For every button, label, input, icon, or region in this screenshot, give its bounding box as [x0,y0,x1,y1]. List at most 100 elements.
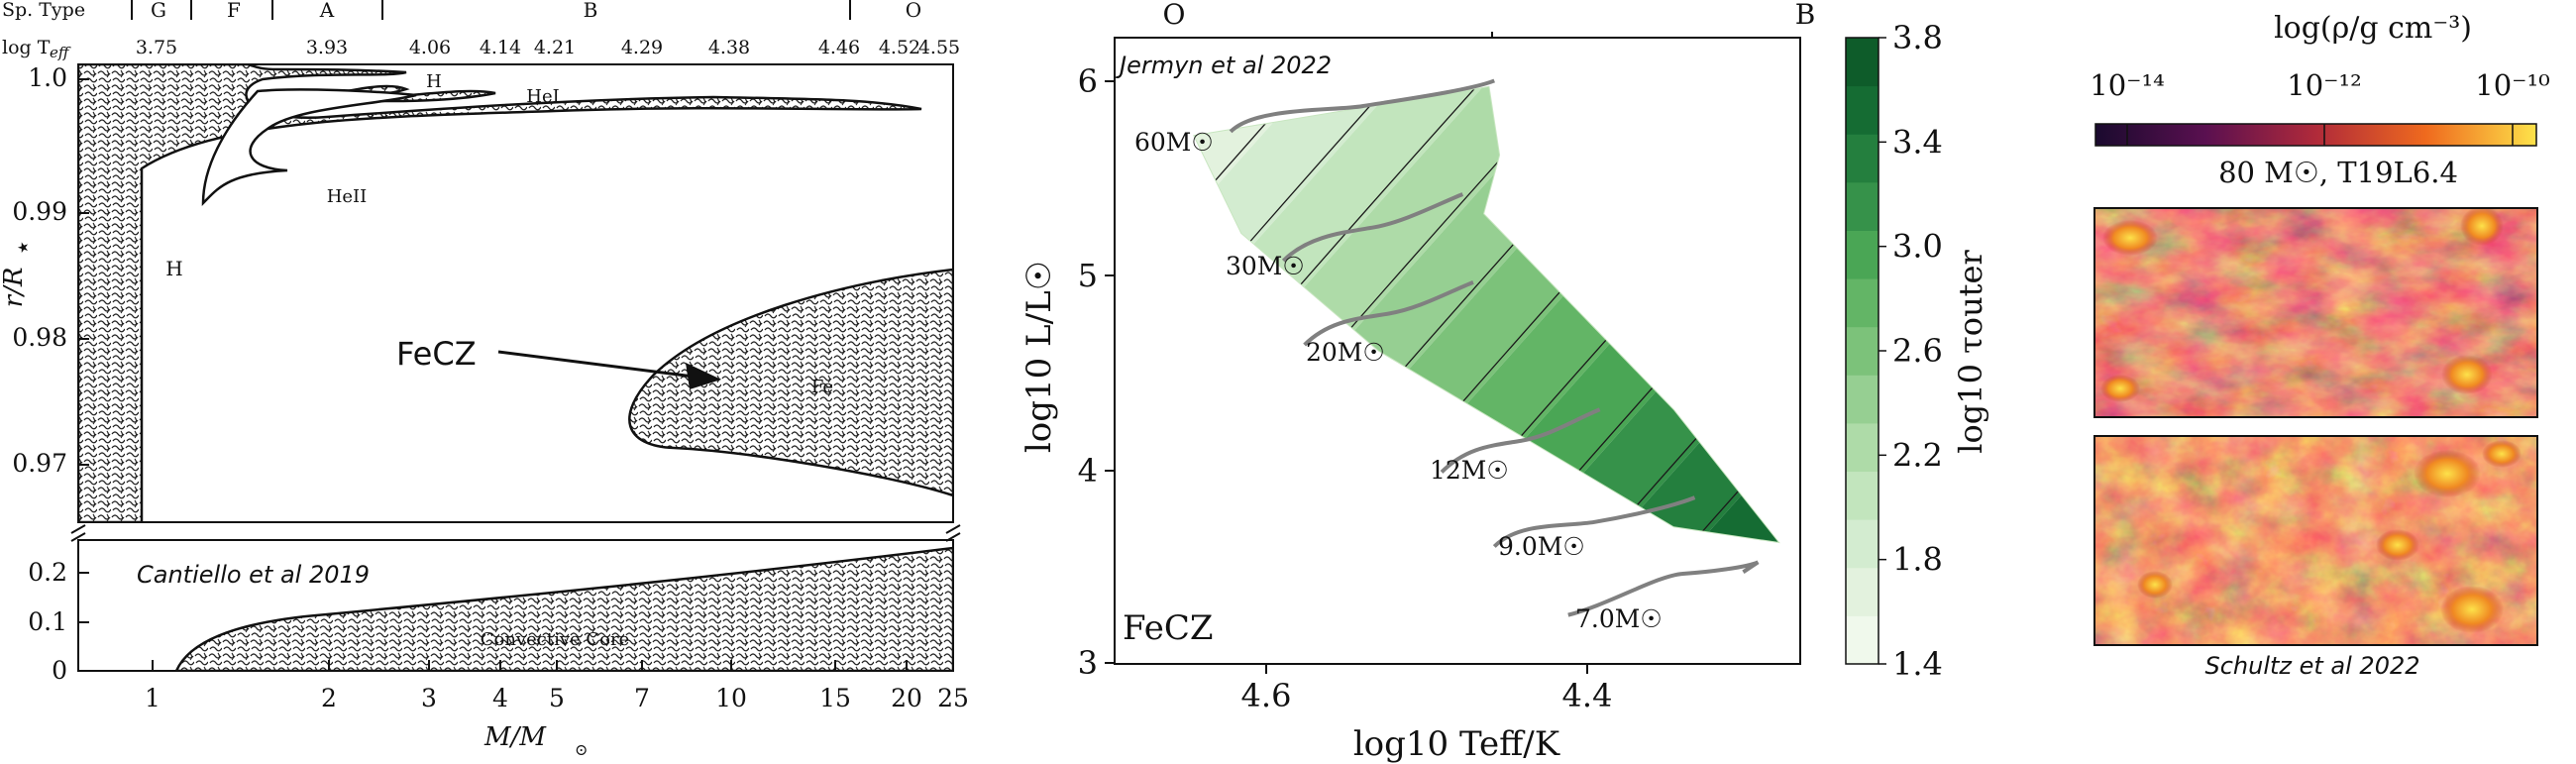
sptype-O: O [906,0,921,22]
credit-cantiello: Cantiello et al 2019 [137,561,370,589]
panel-middle: O B Jermyn et al 2022 FeCZ 60M☉ 30M☉ 20M… [1020,0,1989,764]
track-labels: 60M☉ 30M☉ 20M☉ 12M☉ 9.0M☉ 7.0M☉ [1134,128,1663,633]
logteff-label-main: log T [2,37,51,58]
tau-colorbar-label: log10 τouter [1952,250,1989,454]
y-tick-0.2: 0.2 [28,558,67,587]
colorbar-swatch [1846,375,1878,424]
tau-contour [1366,144,1779,543]
colorbar-swatch [1846,181,1878,231]
hot-blob [2102,220,2158,256]
y-tick-1.0: 1.0 [28,63,67,92]
evolution-track [1567,560,1760,617]
snapshot-bottom-frame [2093,435,2538,646]
colorbar-tick-label: 3.8 [1892,19,1943,56]
panel-right: log(ρ/g cm⁻³) 10⁻¹⁴ 10⁻¹² 10⁻¹⁰ 80 M☉, T… [2090,11,2549,680]
evolution-track [1492,495,1696,548]
colorbar-swatch [1846,230,1878,279]
tau-band [1193,86,1779,543]
x-tick: 3 [421,684,437,712]
tau-band [1193,86,1779,543]
corner-label-fecz: FeCZ [1123,608,1214,648]
label-h-left: H [165,257,182,280]
x-tick: 25 [937,684,969,712]
sptype-axis-label: Sp. Type [2,0,85,21]
colorbar-tick-label: 1.8 [1892,541,1943,579]
label-fecz-callout: FeCZ [396,335,477,373]
zone-core [174,546,953,671]
density-colorbar [2094,123,2537,147]
label-heii: HeII [327,186,368,207]
label-core: Convective Core [481,629,630,650]
sptype-G: G [151,0,166,22]
x-tick: 2 [321,684,337,712]
logteff-tick: 4.14 [480,37,521,58]
hot-blob [2414,450,2481,497]
ylabel-main: r/R [0,268,29,308]
hr-y-tick: 4 [1078,452,1098,490]
colorbar-swatch [1846,615,1878,665]
logteff-label-sub: eff [50,44,71,61]
y-tick-0.98: 0.98 [12,323,67,352]
density-cb-tick: 10⁻¹⁴ [2090,68,2164,102]
axis-break-marks [70,524,961,542]
xlabel-sub: ⊙ [575,740,588,759]
panel-left: Sp. Type log T eff G F A B O 3.75 3.93 4… [0,0,969,759]
upper-convective-zones [78,64,953,522]
density-snapshot-top [2093,206,2538,418]
tau-contour [1317,100,1779,543]
y-axis-label: r/R ★ [0,241,32,307]
hot-blob [2482,440,2522,468]
density-cb-tick: 10⁻¹⁰ [2475,68,2549,102]
logteff-tick: 3.75 [136,37,177,58]
logteff-axis-label: log T eff [2,37,71,61]
hr-xlabel: log10 Teff/K [1353,724,1560,764]
colorbar-swatch [1846,471,1878,520]
x-tick: 4 [492,684,508,712]
credit-jermyn: Jermyn et al 2022 [1116,52,1332,79]
hr-y-ticks: 3 [1078,80,1115,682]
x-tick: 20 [891,684,922,712]
x-axis-label: M/M ⊙ [483,722,588,759]
lower-y-ticks: 0 0.1 0.2 [28,558,89,685]
hot-blob [2440,586,2504,633]
top-label-O: O [1163,0,1186,31]
density-cb-tick: 10⁻¹² [2287,68,2361,102]
y-tick-0.97: 0.97 [12,449,67,478]
hr-x-ticks: 4.6 4.4 [1241,664,1612,714]
x-tick: 15 [819,684,851,712]
fecz-arrow [497,350,721,389]
hot-blob [2376,529,2419,561]
logteff-tick: 3.93 [306,37,348,58]
snapshot-top-frame [2093,207,2538,418]
x-tick: 7 [634,684,650,712]
region-outline [1193,85,1780,544]
logteff-tick: 4.21 [534,37,576,58]
logteff-tick: 4.52 [879,37,920,58]
sptype-F: F [227,0,241,22]
track-label-60: 60M☉ [1134,128,1214,157]
colorbar-swatch [1846,278,1878,328]
density-cb-ticks [2126,124,2514,146]
logteff-ticks: 3.75 3.93 4.06 4.14 4.21 4.29 4.38 4.46 … [136,37,960,58]
logteff-tick: 4.06 [409,37,451,58]
evolution-track [1229,78,1496,134]
zone-heii-inner [201,88,417,207]
colorbar-swatch [1846,134,1878,183]
evolution-track [1281,192,1464,263]
hr-ylabel: log10 L/L☉ [1020,261,1059,453]
tau-band [1193,86,1779,543]
tau-contour [1193,86,1765,543]
zone-h-left [78,64,922,522]
label-fe: Fe [811,377,833,397]
colorbar-tick-label: 3.0 [1892,228,1943,266]
colorbar-tick-label: 2.6 [1892,332,1943,370]
colorbar-tick-label: 1.4 [1892,645,1943,683]
tau-band [1193,86,1779,543]
hr-y-tick: 3 [1078,644,1098,682]
x-tick: 10 [715,684,747,712]
track-label-7: 7.0M☉ [1575,604,1663,633]
tau-contour [1193,86,1566,466]
x-tick-labels: 1 2 3 4 5 7 10 15 20 25 [145,684,969,712]
label-h-top: H [426,71,442,92]
top-label-B: B [1795,0,1816,31]
